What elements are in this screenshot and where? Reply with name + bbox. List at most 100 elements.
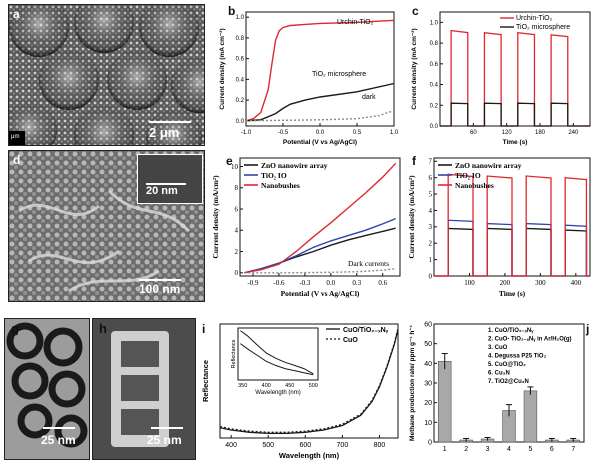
y-tick-label: 0.8 <box>430 41 439 47</box>
y-tick-label: 1.0 <box>430 20 439 26</box>
y-axis-label: Current density (mA/cm²) <box>211 175 220 259</box>
y-axis-label: Current density (mA cm⁻²) <box>219 28 226 109</box>
panel-label-j: j <box>586 322 590 336</box>
series-line <box>244 162 397 274</box>
x-tick-label: 0.6 <box>378 279 387 287</box>
y-tick-label: 0 <box>429 272 433 280</box>
x-tick-label: 120 <box>502 130 513 136</box>
y-axis-label: Current density (mA cm⁻²) <box>411 28 418 109</box>
y-tick-label: 60 <box>424 322 432 329</box>
legend-label: ZnO nanowire array <box>455 161 522 170</box>
x-tick-label: 300 <box>535 279 546 287</box>
legend-label: Nanobushes <box>261 181 300 190</box>
sem-texture-a <box>9 5 204 145</box>
series-line <box>245 19 395 122</box>
x-tick-label: 7 <box>571 446 575 453</box>
legend-label: ZnO nanowire array <box>261 161 328 170</box>
x-tick-label: 6 <box>550 446 554 453</box>
scale-bar-h <box>151 427 183 429</box>
chart-f: 100 200 300 400 0 1 2 3 4 5 6 7 Time (s) Current dens… <box>407 157 591 298</box>
inset-y-axis-label: Reflectance <box>231 339 237 368</box>
inset-x-tick-label: 450 <box>285 383 294 389</box>
bar <box>437 361 452 443</box>
sem-image-d: d 20 nm 100 nm <box>8 150 205 302</box>
legend-entry: 6. Cu₃N <box>488 371 510 377</box>
scale-text-g: 25 nm <box>41 433 76 447</box>
y-tick-label: 20 <box>424 400 432 407</box>
y-tick-label: 1 <box>429 256 433 264</box>
tem-texture-h <box>93 319 195 459</box>
y-axis-label: Current density (mA/cm²) <box>407 175 416 259</box>
legend-entry: 1. CuO/TiO₂₋ₓNᵧ <box>488 328 534 334</box>
x-tick-label: 0.5 <box>353 130 362 136</box>
annotation-dark-currents: Dark currents <box>348 259 389 268</box>
legend-label: TiO₂ microsphere <box>516 24 570 31</box>
legend-entry: 2. CuO- TiO₂₋ₓNᵧ in Ar/H₂O(g) <box>488 337 572 343</box>
scale-bar-g <box>43 427 75 429</box>
panel-label-b: b <box>228 4 236 18</box>
inset-x-tick-label: 350 <box>238 383 247 389</box>
legend-label: CuO/TiO₂₋ₓNᵧ <box>343 327 389 334</box>
y-tick-label: 0.0 <box>236 119 245 125</box>
x-tick-label: 60 <box>470 130 477 136</box>
scale-text-a: 2 μm <box>149 125 180 140</box>
x-tick-label: 0.0 <box>326 279 335 287</box>
x-tick-label: 240 <box>568 130 579 136</box>
x-tick-label: 100 <box>464 279 475 287</box>
plot-frame <box>239 157 401 277</box>
plot-frame <box>219 323 399 439</box>
y-tick-label: 6 <box>235 205 239 213</box>
chart-e: -0.9 -0.6 -0.3 0.0 0.3 0.6 0 2 4 6 8 10 Potential (V… <box>211 157 401 298</box>
y-axis-label: Methane production rate/ ppm g⁻¹ h⁻¹ <box>409 325 416 441</box>
y-tick-label: 4 <box>235 227 239 235</box>
series-line <box>244 267 396 274</box>
legend-label: CuO <box>343 337 358 344</box>
x-tick-label: 400 <box>225 442 237 449</box>
x-tick-label: 700 <box>337 442 349 449</box>
inset-series-line <box>240 343 314 376</box>
series-line <box>219 328 399 433</box>
y-tick-label: 0.6 <box>236 57 245 63</box>
nanowires <box>18 189 191 293</box>
scale-text-h: 25 nm <box>147 433 182 447</box>
legend-label: TiO₂ IO <box>261 171 287 180</box>
chart-c: 60 120 180 240 0.0 0.2 0.4 0.6 0.8 1.0 Time (s) Cur… <box>411 11 591 146</box>
x-tick-label: 600 <box>299 442 311 449</box>
inset-series-line <box>240 330 314 375</box>
plot-frame <box>245 11 395 127</box>
x-tick-label: 2 <box>464 446 468 453</box>
x-tick-label: 1.0 <box>390 130 399 136</box>
inset-x-axis-label: Wavelength (nm) <box>255 390 300 396</box>
y-tick-label: 3 <box>429 223 433 231</box>
legend-label: Nanobushes <box>455 181 494 190</box>
panel-label-a: a <box>13 7 20 21</box>
scale-bar-d <box>139 279 181 281</box>
tem-image-h: h 25 nm <box>92 318 196 460</box>
y-tick-label: 8 <box>235 184 239 192</box>
legend-entry: 4. Degussa P25 TiO₂ <box>488 354 547 360</box>
y-tick-label: 5 <box>429 190 433 198</box>
x-tick-label: -0.6 <box>273 279 285 287</box>
microspheres <box>9 5 204 145</box>
y-tick-label: 0 <box>428 440 432 447</box>
series-line <box>245 82 395 122</box>
chart-b: -1.0 -0.5 0.0 0.5 1.0 0.0 0.2 0.4 0.6 0.8 1.0 Poten… <box>219 11 399 146</box>
inset-frame <box>237 327 319 381</box>
y-tick-label: 2 <box>235 248 239 256</box>
x-tick-label: 0.3 <box>352 279 361 287</box>
chart-i: 400 500 600 700 800 Wavelength (nm) Reflectanc… <box>201 323 399 460</box>
x-tick-label: 0.0 <box>316 130 325 136</box>
x-tick-label: 1 <box>443 446 447 453</box>
inset-scale-text-d: 20 nm <box>146 185 178 197</box>
x-axis-label: Wavelength (nm) <box>279 451 340 460</box>
x-tick-label: 800 <box>374 442 386 449</box>
inset-x-tick-label: 400 <box>262 383 271 389</box>
x-tick-label: 400 <box>571 279 582 287</box>
y-tick-label: 6 <box>429 174 433 182</box>
panel-label-h: h <box>99 321 107 336</box>
x-axis-label: Potential (V vs Ag/AgCl) <box>281 289 360 298</box>
series-line <box>245 109 395 122</box>
y-tick-label: 0 <box>235 269 239 277</box>
panel-label-c: c <box>412 4 419 18</box>
annotation-microsphere: TiO₂ microsphere <box>312 71 366 78</box>
